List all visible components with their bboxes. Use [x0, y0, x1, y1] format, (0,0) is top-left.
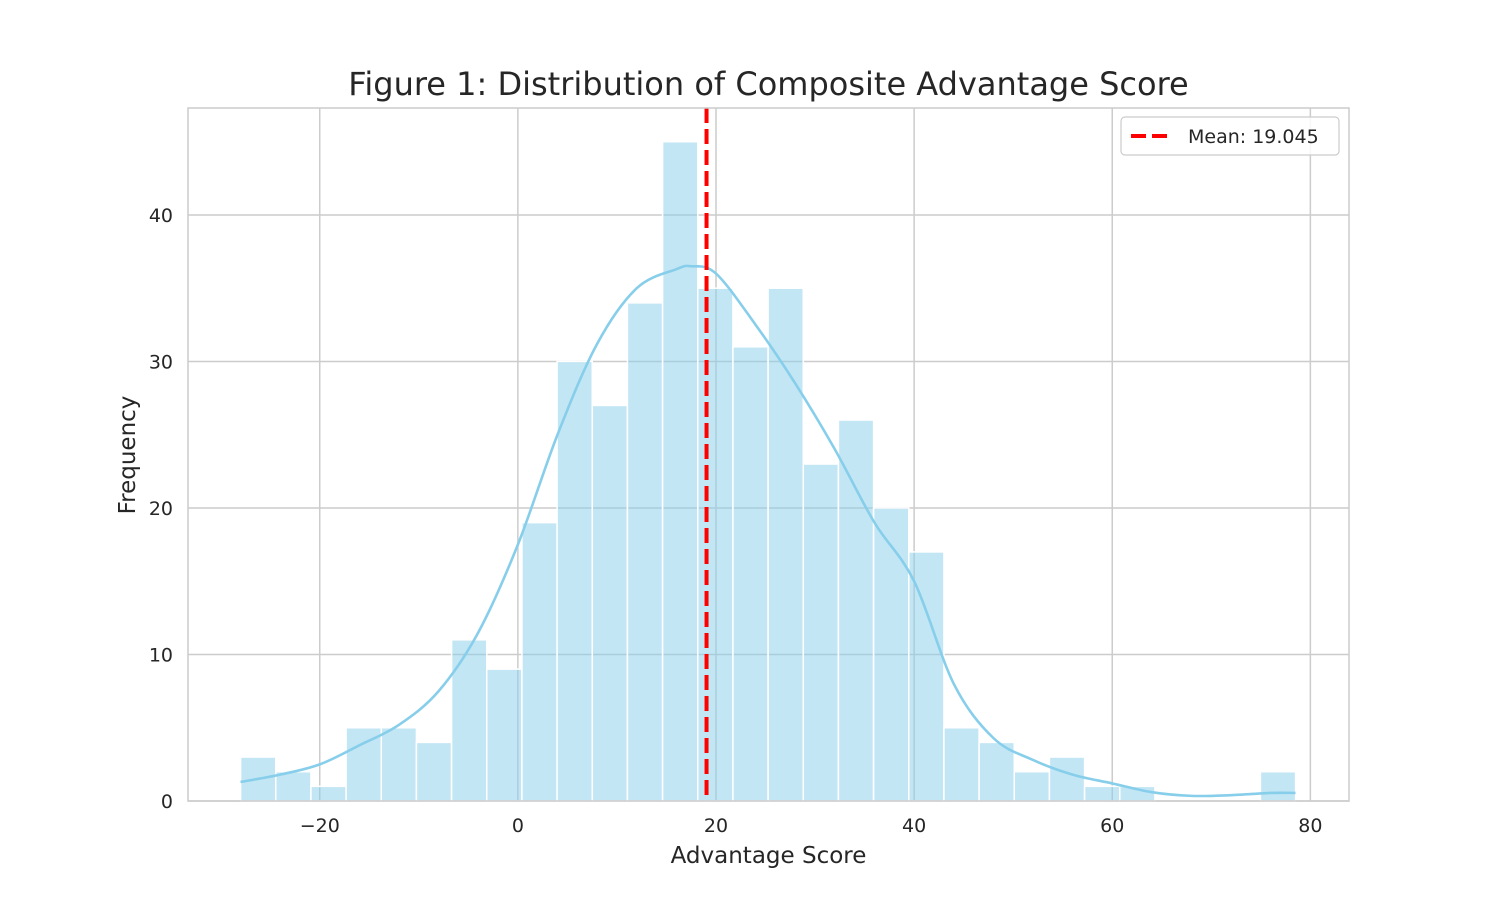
y-tick-label: 40: [149, 205, 173, 227]
histogram-bar: [697, 287, 734, 802]
x-axis-label: Advantage Score: [671, 843, 867, 869]
histogram-bar: [802, 463, 840, 802]
histogram-bar: [415, 741, 453, 802]
x-tick-label: 60: [1100, 815, 1124, 837]
histogram-bar: [310, 785, 347, 802]
histogram-bar: [661, 140, 699, 802]
histogram-bar: [380, 726, 418, 802]
histogram-bar: [872, 507, 910, 802]
y-axis-ticks: 0 10 20 30 40: [149, 205, 173, 813]
y-tick-label: 0: [161, 791, 173, 813]
x-tick-label: −20: [300, 815, 340, 837]
x-tick-label: 0: [512, 815, 524, 837]
legend-mean-label: Mean: 19.045: [1188, 126, 1319, 148]
plot-area: [187, 107, 1350, 802]
y-tick-label: 10: [149, 644, 173, 666]
chart-title: Figure 1: Distribution of Composite Adva…: [348, 65, 1188, 103]
histogram-bar: [556, 360, 594, 802]
plot-frame: [187, 107, 1350, 802]
y-tick-label: 30: [149, 351, 173, 373]
histogram-bar: [521, 521, 558, 802]
histogram-bar: [450, 639, 488, 802]
histogram-bar: [591, 404, 629, 802]
histogram-bar: [1048, 756, 1086, 802]
histogram-bar: [345, 726, 383, 802]
histogram-bar: [767, 287, 805, 802]
legend-box: [1120, 116, 1340, 156]
kde-curve: [240, 264, 1296, 798]
histogram-bar: [1013, 770, 1051, 802]
histogram-bar: [943, 726, 980, 802]
x-tick-label: 20: [704, 815, 728, 837]
histogram-bar: [908, 551, 945, 802]
histogram-bar: [275, 770, 312, 802]
y-axis-label: Frequency: [115, 396, 141, 515]
histogram-bar: [732, 346, 769, 802]
histogram-bar: [837, 419, 875, 802]
histogram-bar: [978, 741, 1016, 802]
histogram-bar: [486, 668, 523, 802]
x-tick-label: 80: [1298, 815, 1322, 837]
y-tick-label: 20: [149, 498, 173, 520]
x-tick-label: 40: [902, 815, 926, 837]
legend: Mean: 19.045: [1120, 116, 1340, 156]
histogram-bar: [1259, 770, 1297, 802]
x-axis-ticks: −20 0 20 40 60 80: [300, 815, 1323, 837]
histogram-bar: [1083, 785, 1121, 802]
histogram-bar: [626, 302, 664, 802]
